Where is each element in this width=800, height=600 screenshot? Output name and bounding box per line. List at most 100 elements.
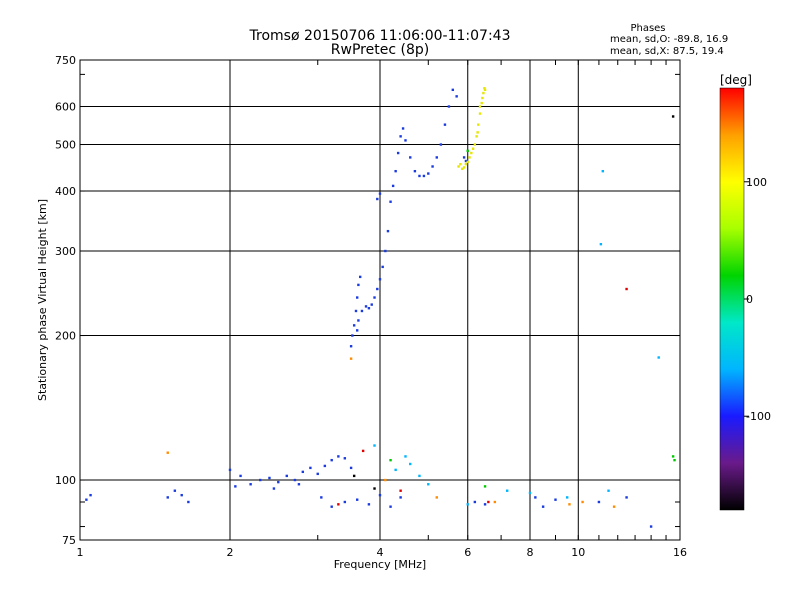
y-tick-label: 600 [55, 101, 76, 114]
data-point [378, 493, 382, 497]
data-point [625, 287, 628, 291]
data-point [439, 143, 443, 146]
data-point [301, 470, 305, 474]
data-point [180, 493, 183, 497]
y-axis-label: Stationary phase Virtual Height [km] [36, 199, 49, 401]
phases-title: Phases [630, 23, 665, 34]
data-point [343, 500, 347, 504]
data-point [349, 466, 353, 470]
data-point [443, 123, 447, 126]
plot-area-frame [79, 59, 681, 541]
colorbar: [deg] 100 0 -100 [719, 73, 771, 511]
data-point [409, 462, 412, 466]
data-point [376, 197, 379, 201]
data-point [384, 478, 387, 482]
data-point [361, 449, 365, 453]
colorbar-tick-label: 0 [746, 293, 753, 306]
data-point [384, 249, 387, 253]
data-point [381, 265, 384, 269]
data-point [671, 455, 675, 458]
y-tick-label: 500 [55, 139, 76, 152]
data-point [475, 135, 478, 138]
data-point [330, 505, 333, 508]
data-point [399, 496, 402, 499]
data-point [354, 309, 358, 313]
x-axis-ticks: 1 2 4 6 8 10 16 [77, 60, 687, 559]
data-point [352, 474, 356, 478]
data-point [343, 457, 347, 460]
data-point [435, 496, 438, 499]
data-point [431, 165, 434, 168]
data-point [466, 503, 469, 506]
data-point [399, 135, 402, 138]
data-point [360, 309, 364, 313]
y-tick-label: 400 [55, 185, 76, 198]
data-point [476, 131, 479, 134]
data-point [482, 91, 485, 95]
x-axis-label: Frequency [MHz] [334, 558, 426, 571]
data-point [297, 483, 301, 486]
data-point [367, 503, 371, 506]
data-point [478, 112, 482, 115]
data-point [309, 466, 312, 470]
data-point [466, 160, 469, 164]
data-point [447, 105, 451, 108]
data-point [612, 505, 616, 508]
data-point [483, 87, 486, 90]
data-point [462, 156, 466, 159]
data-point [625, 496, 628, 499]
data-point [239, 474, 242, 478]
data-point [671, 115, 675, 118]
data-point [466, 149, 469, 153]
data-point [373, 296, 376, 299]
data-point [351, 334, 354, 337]
x-tick-label: 1 [77, 546, 84, 559]
colorbar-tick-label: -100 [746, 410, 771, 423]
data-point [396, 151, 400, 155]
data-point [404, 455, 407, 458]
data-point [85, 498, 88, 501]
data-points [85, 87, 676, 528]
data-point [468, 156, 471, 159]
data-point [480, 101, 483, 105]
data-point [481, 96, 484, 100]
data-point [541, 505, 545, 508]
data-point [378, 278, 382, 281]
data-point [599, 242, 603, 246]
data-point [166, 496, 169, 499]
x-tick-label: 16 [673, 546, 687, 559]
data-point [349, 345, 353, 348]
y-tick-label: 75 [62, 534, 76, 547]
data-point [473, 143, 477, 146]
data-point [505, 489, 509, 492]
data-point [386, 229, 390, 233]
data-point [285, 474, 288, 478]
data-point [461, 167, 464, 171]
data-point [451, 88, 455, 92]
data-point [349, 357, 353, 360]
data-point [462, 166, 466, 169]
data-point [355, 498, 359, 501]
data-point [459, 162, 462, 166]
colorbar-tick-label: 100 [746, 176, 767, 189]
data-point [355, 329, 359, 332]
data-point [528, 491, 532, 495]
y-tick-label: 750 [55, 54, 76, 67]
data-point [601, 169, 605, 173]
data-point [367, 307, 371, 310]
data-point [413, 169, 417, 173]
data-point [228, 468, 232, 472]
data-point [272, 487, 276, 490]
x-tick-label: 2 [227, 546, 234, 559]
data-point [173, 489, 177, 492]
data-point [249, 483, 252, 486]
data-point [337, 455, 340, 458]
data-point [376, 287, 379, 291]
data-point [457, 165, 460, 168]
data-point [464, 159, 468, 163]
data-point [358, 275, 362, 279]
data-point [277, 480, 280, 484]
data-point [597, 500, 601, 504]
data-point [565, 496, 569, 499]
